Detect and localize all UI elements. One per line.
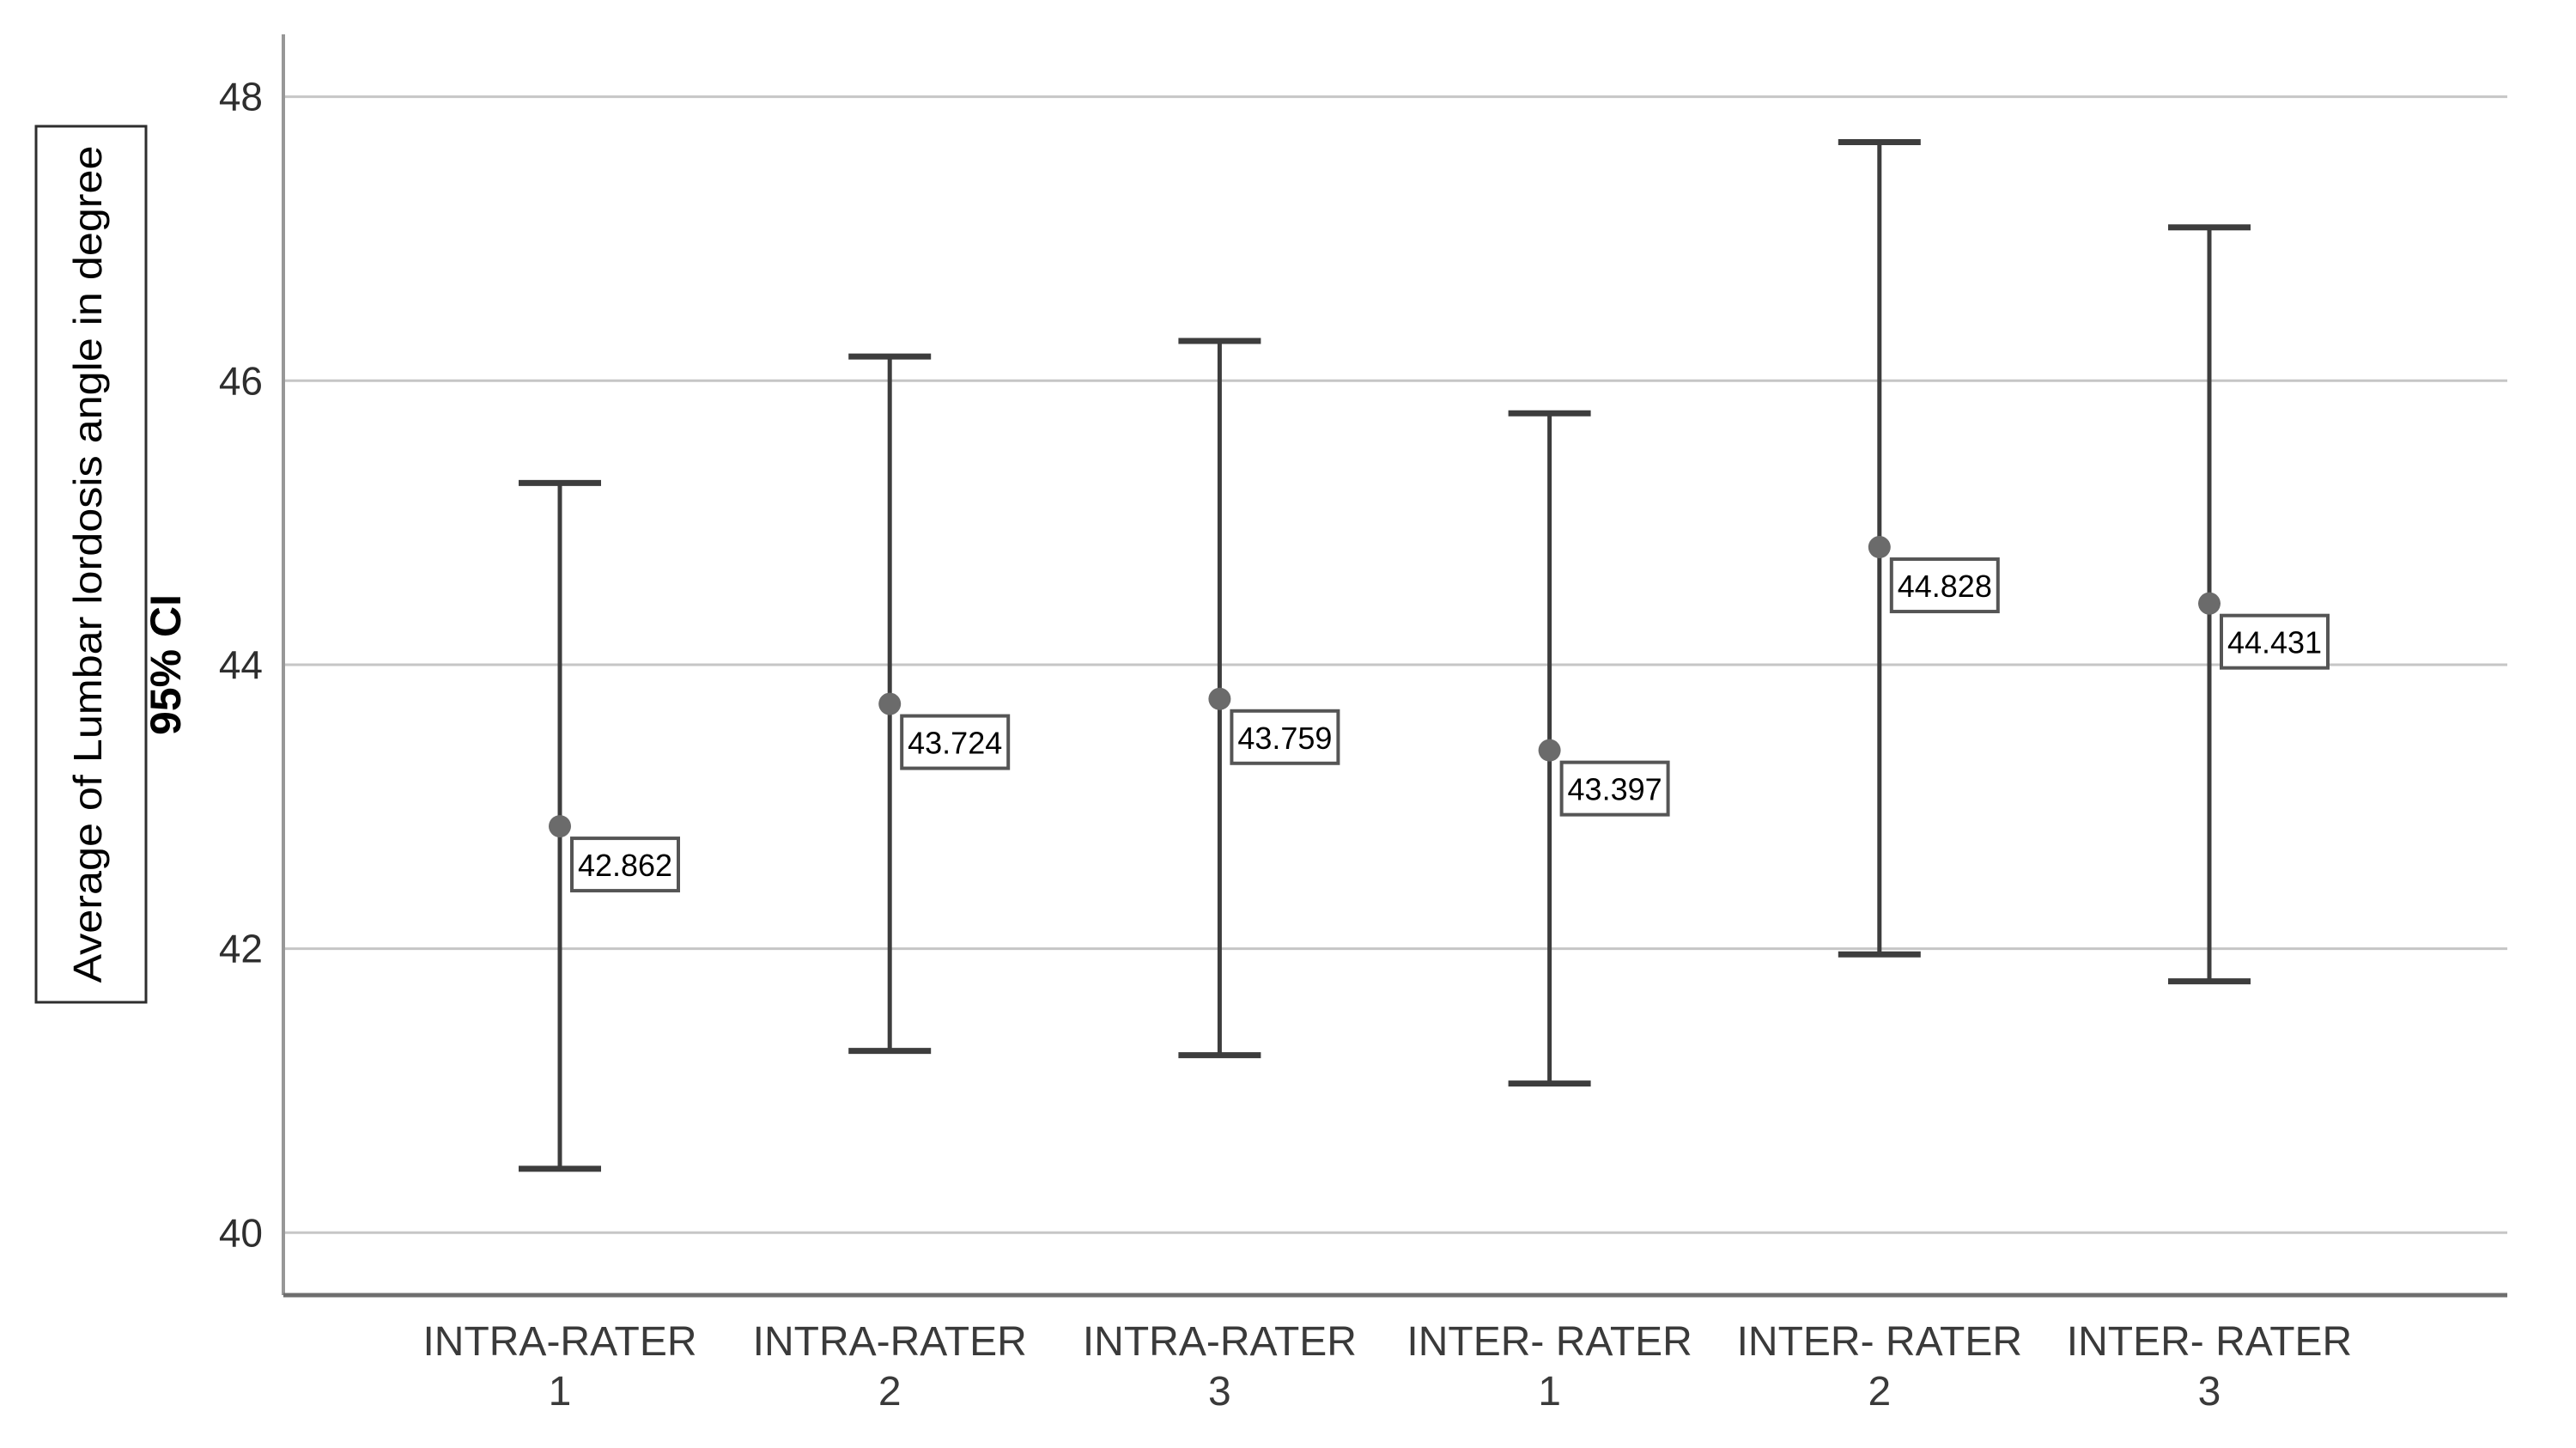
category-label-line: 1 bbox=[1538, 1369, 1561, 1415]
x-axis-category-labels: INTRA-RATER1INTRA-RATER2INTRA-RATER3INTE… bbox=[422, 1319, 2352, 1415]
category-label-line: 3 bbox=[1208, 1369, 1231, 1415]
grid-layer: 40 42 44 46 48 bbox=[219, 75, 2507, 1255]
data-label-box bbox=[1559, 760, 1670, 817]
data-label: 43.724 bbox=[908, 726, 1002, 761]
category-label-line: INTRA-RATER bbox=[422, 1319, 696, 1365]
data-label-box bbox=[1230, 709, 1340, 765]
y-tick-label: 40 bbox=[219, 1210, 263, 1255]
series-layer: 42.862 43.724 43.759 43.397 44.828 44.431 bbox=[519, 139, 2330, 1172]
y-axis-title: Average of Lumbar lordosis angle in degr… bbox=[65, 146, 110, 983]
data-label: 42.862 bbox=[578, 848, 672, 883]
y-axis-title-box bbox=[34, 125, 148, 1004]
category-label-line: 2 bbox=[1868, 1369, 1891, 1415]
mean-dot bbox=[2198, 592, 2221, 615]
data-label-box bbox=[570, 837, 680, 893]
category-label-line: 2 bbox=[878, 1369, 902, 1415]
data-label-box bbox=[2220, 613, 2330, 670]
data-label: 44.828 bbox=[1898, 569, 1992, 604]
category-label-line: 1 bbox=[549, 1369, 572, 1415]
mean-dot bbox=[878, 692, 902, 715]
y-tick-label: 48 bbox=[219, 75, 263, 119]
mean-dot bbox=[549, 815, 571, 838]
category-label-line: INTRA-RATER bbox=[753, 1319, 1027, 1365]
y-axis-ci-label: 95% CI bbox=[142, 594, 190, 735]
mean-dot bbox=[1208, 687, 1231, 710]
category-label-line: 3 bbox=[2198, 1369, 2221, 1415]
category-label-line: INTER- RATER bbox=[1406, 1319, 1692, 1365]
mean-dot bbox=[1868, 536, 1891, 559]
axis-spines bbox=[282, 34, 2507, 1298]
category-label-line: INTER- RATER bbox=[2067, 1319, 2352, 1365]
mean-dot bbox=[1538, 739, 1561, 762]
data-label-box bbox=[1889, 557, 2000, 614]
data-label: 43.397 bbox=[1568, 772, 1662, 807]
data-label-box bbox=[900, 714, 1011, 770]
y-tick-label: 46 bbox=[219, 358, 263, 403]
y-tick-label: 42 bbox=[219, 927, 263, 971]
category-label-line: INTRA-RATER bbox=[1083, 1319, 1357, 1365]
y-tick-label: 44 bbox=[219, 642, 263, 687]
data-label: 43.759 bbox=[1237, 721, 1332, 756]
category-label-line: INTER- RATER bbox=[1737, 1319, 2022, 1365]
data-label: 44.431 bbox=[2227, 625, 2322, 660]
